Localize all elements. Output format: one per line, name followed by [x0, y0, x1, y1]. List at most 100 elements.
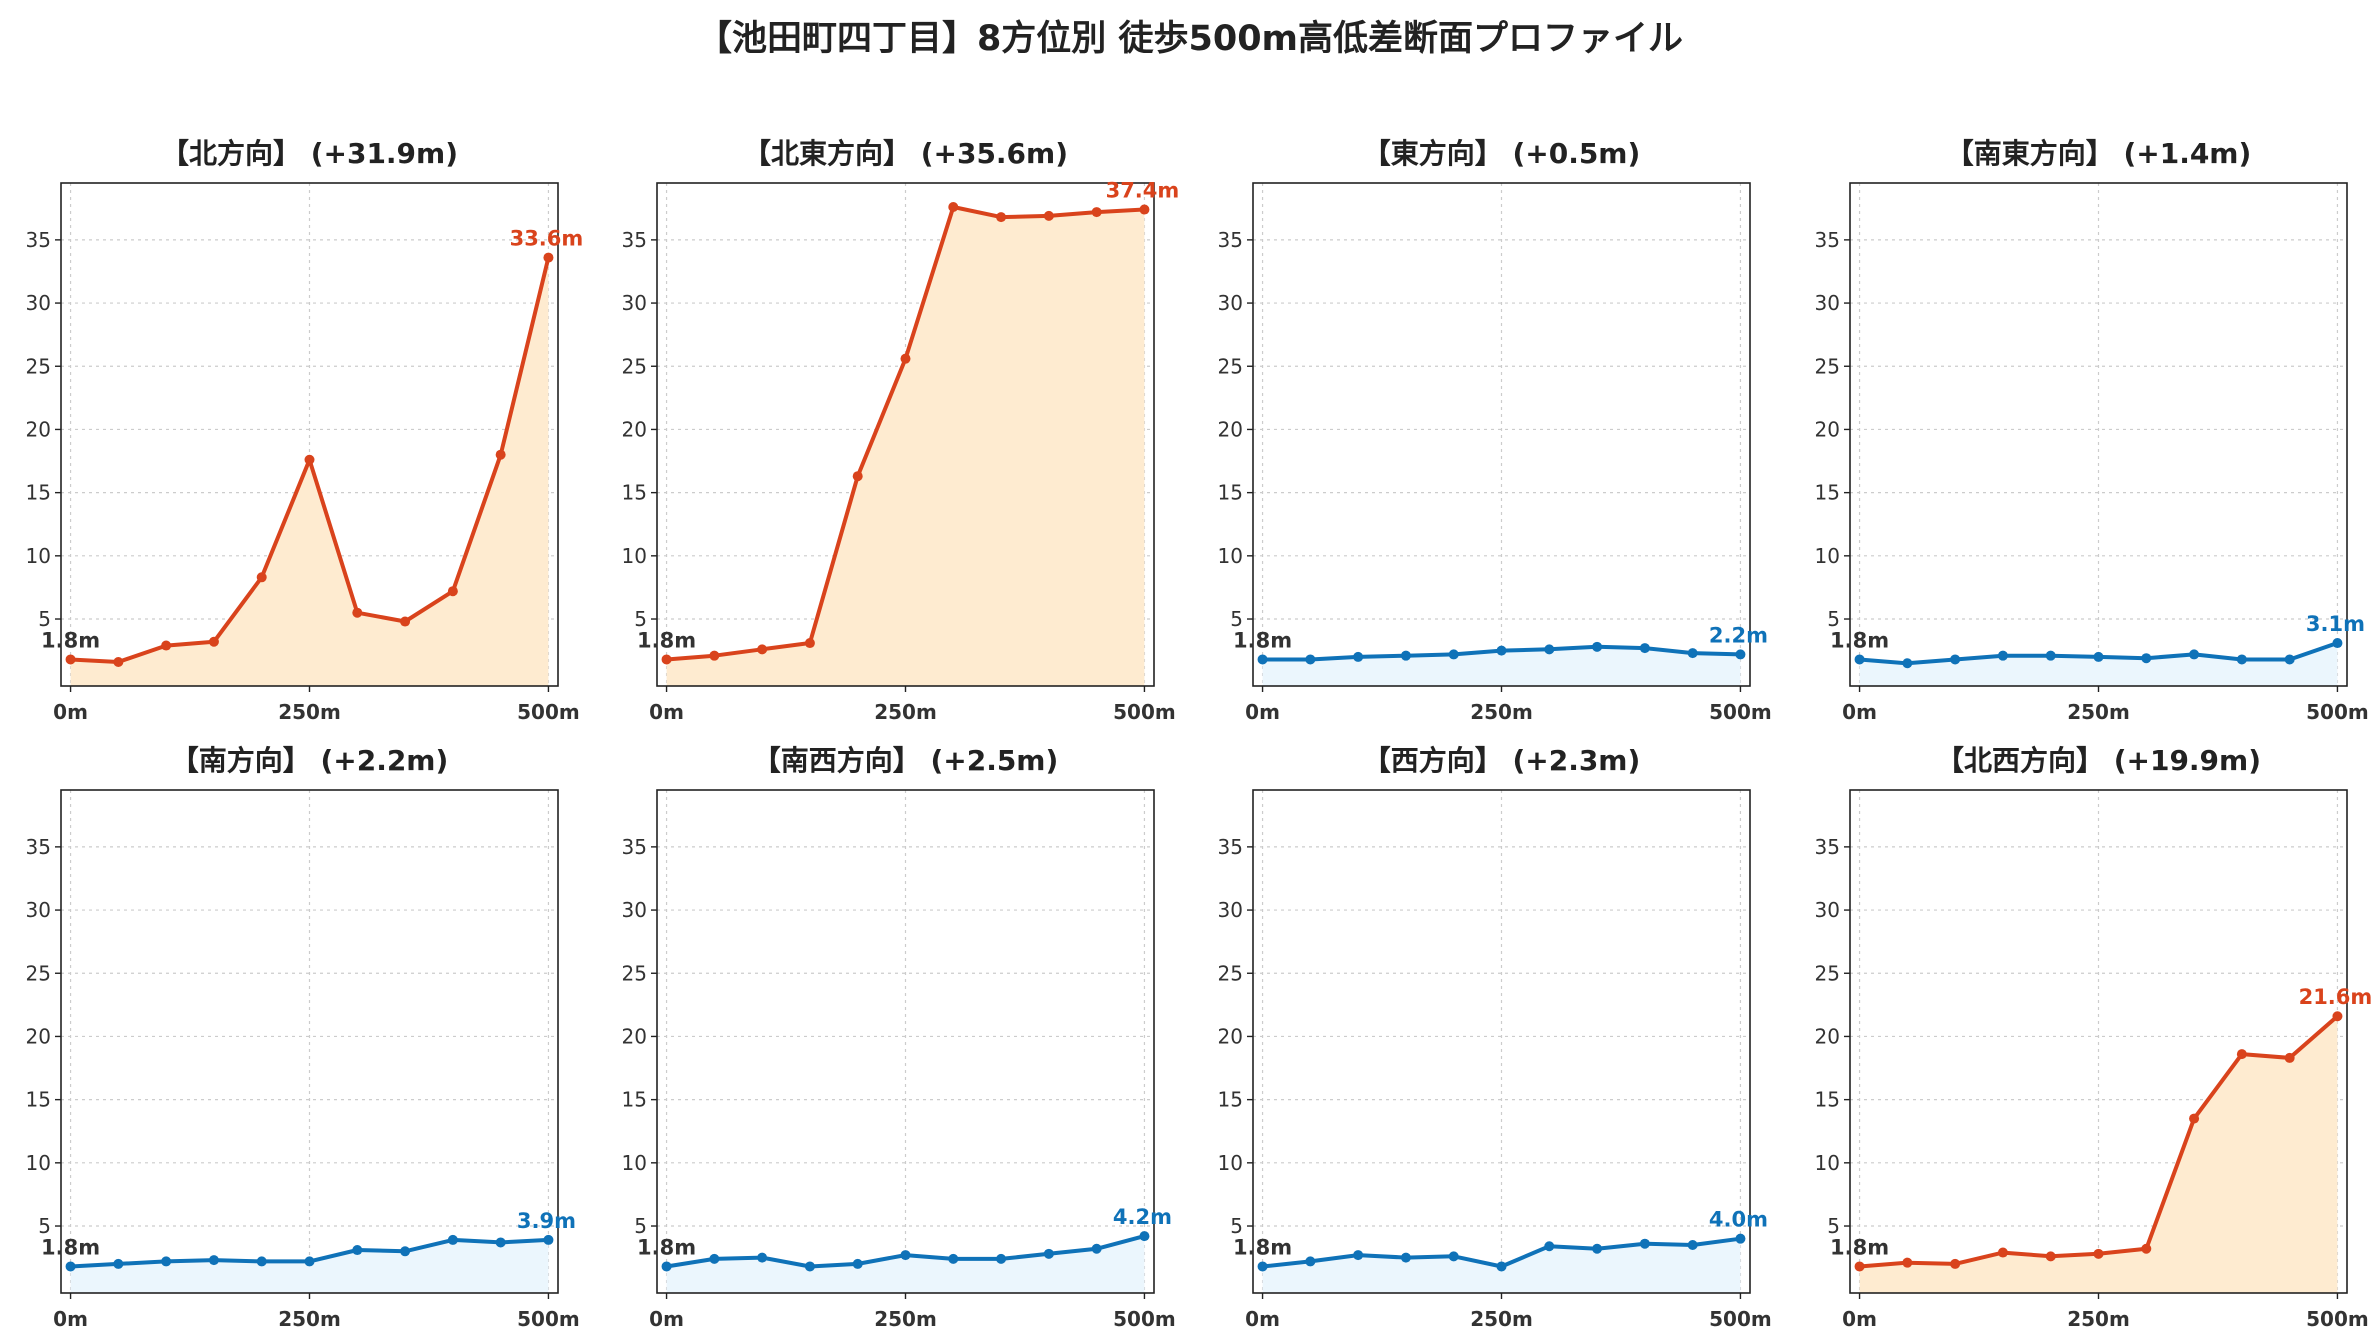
data-point [900, 1250, 911, 1261]
end-elevation-label: 4.2m [1113, 1205, 1172, 1229]
y-tick-label: 25 [622, 354, 647, 378]
data-point [2141, 1243, 2152, 1254]
panel-title: 【南東方向】 (+1.4m) [1946, 137, 2252, 170]
data-point [161, 1256, 172, 1267]
start-elevation-label: 1.8m [1233, 1235, 1292, 1259]
data-point [495, 449, 506, 460]
y-tick-label: 15 [26, 481, 51, 505]
start-elevation-label: 1.8m [41, 628, 100, 652]
y-tick-label: 25 [1218, 354, 1243, 378]
data-point [948, 202, 959, 213]
data-point [996, 1253, 1007, 1264]
data-point [208, 1255, 219, 1266]
y-tick-label: 30 [1218, 291, 1243, 315]
y-tick-label: 25 [1815, 354, 1840, 378]
start-elevation-label: 1.8m [1233, 628, 1292, 652]
data-point [1496, 645, 1507, 656]
data-point [1448, 649, 1459, 660]
y-tick-label: 20 [26, 417, 51, 441]
area-fill [1262, 1238, 1741, 1293]
panel-title: 【北方向】 (+31.9m) [161, 137, 458, 170]
data-point [1902, 658, 1913, 669]
x-tick-label: 500m [1113, 1307, 1176, 1331]
data-point [1902, 1257, 1913, 1268]
x-tick-label: 250m [1470, 1307, 1533, 1331]
y-tick-label: 35 [26, 835, 51, 859]
x-tick-label: 0m [649, 1307, 684, 1331]
end-elevation-label: 3.1m [2306, 612, 2365, 636]
x-tick-label: 0m [1842, 700, 1877, 724]
chart-panel-3: 【東方向】 (+0.5m) 5 10 15 20 25 30 35 0m 250m 500m 1.8m… [1218, 137, 1772, 724]
data-point [65, 654, 76, 665]
y-tick-label: 35 [622, 228, 647, 252]
area-fill [1859, 643, 2338, 686]
x-tick-label: 0m [1245, 700, 1280, 724]
data-point [852, 1258, 863, 1269]
y-tick-label: 5 [1827, 1214, 1840, 1238]
data-point [161, 640, 172, 651]
data-point [304, 454, 315, 465]
data-point [1091, 1243, 1102, 1254]
end-elevation-label: 37.4m [1106, 179, 1180, 203]
data-point [256, 1256, 267, 1267]
data-point [352, 607, 363, 618]
data-point [1544, 1241, 1555, 1252]
y-tick-label: 20 [1815, 1024, 1840, 1048]
y-tick-label: 25 [1218, 961, 1243, 985]
end-elevation-label: 21.6m [2299, 985, 2373, 1009]
x-tick-label: 250m [1470, 700, 1533, 724]
data-point [709, 1253, 720, 1264]
area-fill [1859, 1016, 2338, 1293]
data-point [1091, 207, 1102, 218]
data-point [1043, 210, 1054, 221]
x-tick-label: 500m [517, 700, 580, 724]
data-point [2045, 650, 2056, 661]
data-point [2093, 1248, 2104, 1259]
panel-title: 【南西方向】 (+2.5m) [753, 744, 1059, 777]
y-tick-label: 20 [622, 417, 647, 441]
data-point [1305, 654, 1316, 665]
chart-panel-8: 【北西方向】 (+19.9m) 5 10 15 20 25 30 35 0m 250m 500m 1.… [1815, 744, 2373, 1331]
y-tick-label: 5 [634, 607, 647, 631]
y-tick-label: 10 [26, 1151, 51, 1175]
y-tick-label: 5 [1230, 1214, 1243, 1238]
panel-title: 【西方向】 (+2.3m) [1363, 744, 1641, 777]
data-point [304, 1256, 315, 1267]
x-tick-label: 0m [53, 700, 88, 724]
data-point [661, 654, 672, 665]
data-point [1592, 1243, 1603, 1254]
data-point [1139, 204, 1150, 215]
data-point [709, 650, 720, 661]
y-tick-label: 30 [26, 898, 51, 922]
data-point [1043, 1248, 1054, 1259]
x-tick-label: 250m [278, 700, 341, 724]
data-point [1854, 1261, 1865, 1272]
chart-panel-4: 【南東方向】 (+1.4m) 5 10 15 20 25 30 35 0m 250m 500m 1.8… [1815, 137, 2369, 724]
data-point [400, 616, 411, 627]
panel-title: 【南方向】 (+2.2m) [171, 744, 449, 777]
data-point [1496, 1261, 1507, 1272]
data-point [495, 1237, 506, 1248]
data-point [2332, 1011, 2343, 1022]
data-point [2284, 1052, 2295, 1063]
area-fill [666, 1236, 1145, 1293]
y-tick-label: 15 [622, 481, 647, 505]
data-point [1592, 641, 1603, 652]
end-elevation-label: 33.6m [510, 227, 584, 251]
data-point [1997, 1247, 2008, 1258]
data-point [1854, 654, 1865, 665]
data-point [256, 572, 267, 583]
y-tick-label: 5 [38, 607, 51, 631]
data-point [2332, 638, 2343, 649]
data-point [1735, 1233, 1746, 1244]
end-elevation-label: 2.2m [1709, 623, 1768, 647]
data-point [948, 1253, 959, 1264]
data-point [1257, 1261, 1268, 1272]
y-tick-label: 30 [622, 291, 647, 315]
data-point [2141, 653, 2152, 664]
data-point [804, 1261, 815, 1272]
y-tick-label: 35 [1218, 835, 1243, 859]
y-tick-label: 20 [26, 1024, 51, 1048]
data-point [1997, 650, 2008, 661]
